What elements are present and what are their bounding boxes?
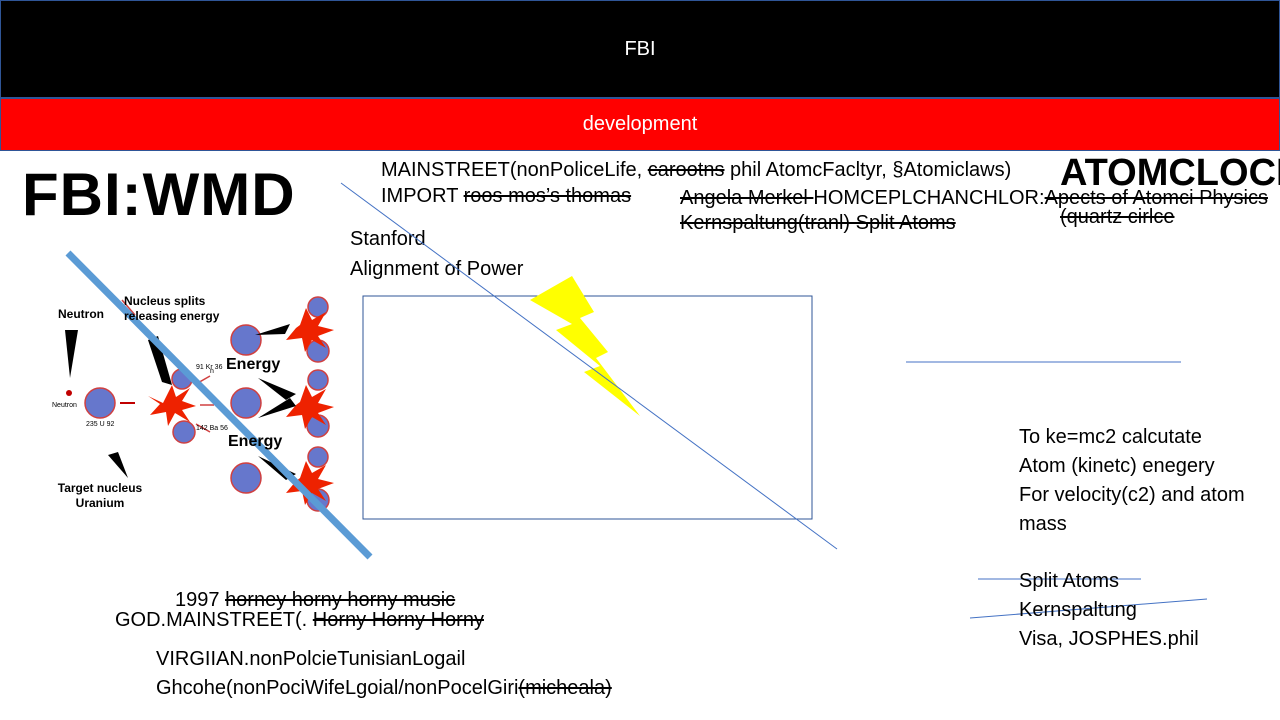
energy-burst-2	[286, 308, 334, 352]
bottom-line-god: GOD.MAINSTREET(. Horny Horny Horny	[115, 607, 484, 633]
right-line-7: Visa, JOSPHES.phil	[1019, 628, 1199, 650]
label-neutron-top: Neutron	[58, 307, 104, 321]
label-energy-1: Energy	[226, 356, 281, 373]
bottom-block: VIRGIIAN.nonPolcieTunisianLogail Ghcohe(…	[156, 645, 612, 703]
bottom-god-strike: Horny Horny Horny	[312, 609, 484, 631]
subheader-banner: development	[0, 98, 1280, 151]
import-prefix: IMPORT	[381, 185, 464, 207]
mainstreet-suffix: phil AtomcFacltyr, §Atomiclaws)	[724, 159, 1012, 181]
arrow-energy-3	[258, 398, 296, 418]
main-title: FBI:WMD	[22, 161, 296, 228]
empty-rectangle	[362, 295, 813, 520]
uranium-nucleus	[84, 387, 116, 419]
diagonal-line-thin	[340, 182, 838, 550]
bottom-ghcohe-prefix: Ghcohe(nonPociWifeLgoial/nonPocelGiri	[156, 677, 519, 699]
uranium-nucleus-lower	[230, 462, 262, 494]
bottom-line-ghcohe: Ghcohe(nonPociWifeLgoial/nonPocelGiri(mi…	[156, 674, 612, 703]
bottom-god-prefix: GOD.MAINSTREET(.	[115, 609, 313, 631]
energy-burst-1	[148, 385, 196, 426]
bottom-1997-strike: horney horny horny music	[225, 589, 456, 611]
right-line-4: mass	[1019, 513, 1067, 535]
right-text-block-2: Split Atoms Kernspaltung Visa, JOSPHES.p…	[1019, 567, 1199, 654]
label-target-nucleus: Target nucleus Uranium	[57, 481, 143, 510]
right-text-block: To ke=mc2 calcutate Atom (kinetc) eneger…	[1019, 423, 1245, 539]
arrow-neutron	[65, 330, 78, 378]
strike-line-kernspaltung	[969, 598, 1208, 619]
label-iso-u: 235 U 92	[86, 421, 115, 428]
merkel-line: Angela Merkel HOMCEPLCHANCHLOR:Apects of…	[680, 185, 1268, 211]
arrow-energy-2	[258, 378, 296, 400]
right-line-5: Split Atoms	[1019, 570, 1120, 592]
quartz-line: (quartz cirlce	[1060, 206, 1175, 228]
subheader-title: development	[582, 113, 698, 135]
neutron-dash-4	[195, 423, 211, 433]
import-line: IMPORT roos mos’s thomas	[381, 183, 631, 209]
stanford-block: Stanford Alignment of Power	[350, 224, 523, 284]
mainstreet-strike: carootns	[647, 159, 725, 181]
fission-diagram-icon	[65, 296, 334, 512]
arrow-energy-1	[255, 324, 290, 335]
arrow-target	[108, 452, 128, 478]
bottom-ghcohe-strike: (micheala)	[518, 677, 612, 699]
fragment-kr-4	[307, 446, 329, 468]
uranium-nucleus-middle	[230, 387, 262, 419]
alignment-line: Alignment of Power	[350, 258, 524, 280]
header-title: FBI	[624, 37, 656, 60]
label-neutron-small: Neutron	[52, 402, 77, 409]
label-nucleus-splits: Nucleus splits releasing energy	[124, 294, 220, 323]
right-line-2: Atom (kinetc) enegery	[1019, 455, 1215, 477]
label-energy-2: Energy	[228, 433, 283, 450]
small-neutron	[66, 390, 72, 396]
right-line-1: To ke=mc2 calcutate	[1019, 426, 1202, 448]
diagonal-line-thick	[65, 250, 373, 560]
right-line-6: Kernspaltung	[1019, 599, 1137, 621]
lightning-bolt-icon	[530, 276, 640, 416]
bottom-line-virgiian: VIRGIIAN.nonPolcieTunisianLogail	[156, 648, 466, 670]
uranium-nucleus-upper	[230, 324, 262, 356]
mainstreet-prefix: MAINSTREET(nonPoliceLife,	[381, 159, 648, 181]
header-banner: FBI	[0, 0, 1280, 98]
import-strike: roos mos’s thomas	[463, 185, 632, 207]
stanford-line: Stanford	[350, 228, 426, 250]
arrow-nucleus-splits	[148, 336, 172, 385]
right-line-3: For velocity(c2) and atom	[1019, 484, 1245, 506]
energy-burst-3	[286, 385, 334, 429]
label-iso-n: n	[210, 368, 214, 375]
fragment-kr-2	[307, 296, 329, 318]
merkel-rest: HOMCEPLCHANCHLOR:	[813, 187, 1045, 209]
label-iso-kr: 91 Kr 36	[196, 364, 223, 371]
neutron-dash-1	[121, 299, 136, 316]
bottom-1997-prefix: 1997	[175, 589, 226, 611]
kernspaltung-line: Kernspaltung(tranl) Split Atoms	[680, 212, 956, 234]
merkel-tail-strike: Apects of Atomci Physics	[1044, 187, 1268, 209]
mainstreet-line: MAINSTREET(nonPoliceLife, carootns phil …	[381, 157, 1011, 183]
atomclock-title: ATOMCLOCK	[1060, 152, 1280, 194]
label-iso-ba: 142 Ba 56	[196, 425, 228, 432]
bottom-line-1997: 1997 horney horny horny music	[175, 587, 455, 613]
merkel-strike: Angela Merkel	[680, 187, 814, 209]
energy-burst-4	[286, 461, 334, 505]
fragment-kr-3	[307, 369, 329, 391]
fragment-ba-1	[172, 420, 196, 444]
